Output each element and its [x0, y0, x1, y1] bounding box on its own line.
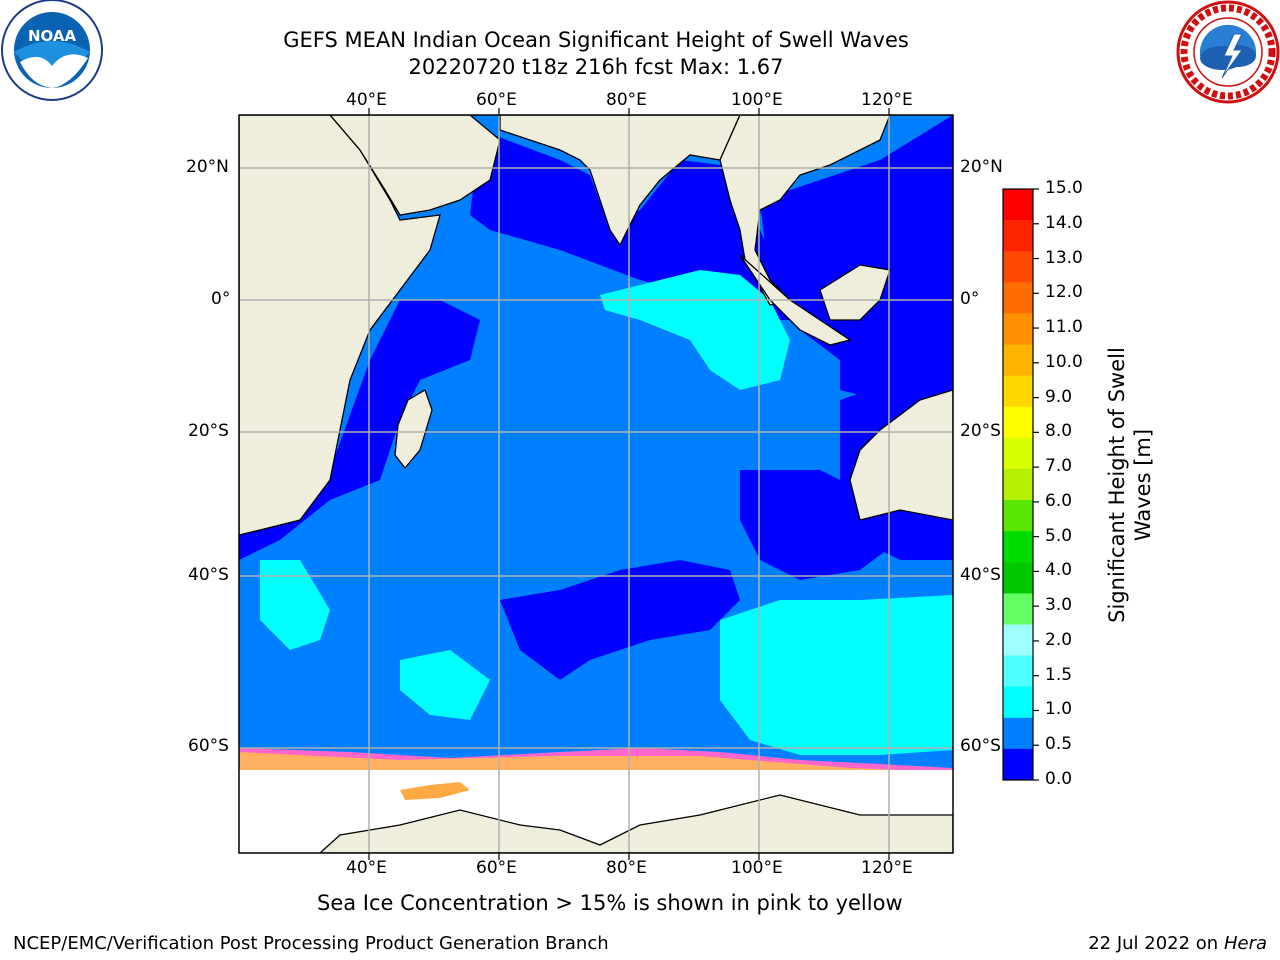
lon-label-bottom-60e: 60°E — [476, 858, 517, 878]
lat-label-right-0: 0° — [960, 289, 980, 309]
colorbar-swatch — [1003, 562, 1033, 594]
lon-label-bottom-80e: 80°E — [606, 858, 647, 878]
lat-label-left-40s: 40°S — [188, 565, 229, 585]
lon-label-bottom-100e: 100°E — [731, 858, 783, 878]
colorbar-swatch — [1003, 593, 1033, 625]
colorbar-swatch — [1003, 717, 1033, 750]
australia-land — [849, 389, 953, 521]
colorbar-swatch — [1003, 531, 1033, 563]
lon-label-bottom-120e: 120°E — [861, 858, 913, 878]
arabia-land — [329, 115, 501, 216]
sea-ice-patch — [400, 782, 470, 800]
lat-label-left-20s: 20°S — [188, 421, 229, 441]
colorbar-swatch — [1003, 655, 1033, 688]
colorbar-tick-label: 13.0 — [1045, 247, 1083, 268]
footer-branch: NCEP/EMC/Verification Post Processing Pr… — [13, 933, 609, 954]
lat-label-left-20n: 20°N — [186, 157, 229, 177]
colorbar-swatch — [1003, 189, 1033, 221]
colorbar-tick-label: 5.0 — [1045, 525, 1073, 546]
chart-title-line1: GEFS MEAN Indian Ocean Significant Heigh… — [283, 28, 909, 52]
southeast-swell-patch — [720, 595, 953, 755]
south-swell-patch — [400, 650, 490, 720]
noaa-wordmark: NOAA — [28, 27, 77, 45]
colorbar-tick-label: 6.0 — [1045, 490, 1073, 511]
southern-central-low-swell — [500, 560, 740, 680]
colorbar-tick-label: 9.0 — [1045, 386, 1073, 407]
map-gridlines — [239, 115, 953, 853]
colorbar-tick-label: 12.0 — [1045, 282, 1083, 303]
lon-label-top-80e: 80°E — [606, 90, 647, 110]
india-land — [499, 115, 741, 247]
colorbar-swatch — [1003, 437, 1033, 470]
madagascar-land — [394, 389, 433, 470]
colorbar-swatch — [1003, 406, 1033, 439]
colorbar-swatch — [1003, 468, 1033, 501]
colorbar-tick-label: 8.0 — [1045, 421, 1073, 442]
colorbar — [1002, 188, 1039, 781]
footer-date-text: 22 Jul 2022 on — [1088, 933, 1224, 954]
lon-label-bottom-40e: 40°E — [346, 858, 387, 878]
colorbar-tick-label: 11.0 — [1045, 317, 1083, 338]
lat-label-left-0: 0° — [211, 289, 231, 309]
chart-title-line2: 20220720 t18z 216h fcst Max: 1.67 — [408, 55, 784, 79]
colorbar-tick-label: 0.0 — [1045, 769, 1073, 789]
colorbar-swatch — [1003, 686, 1033, 719]
colorbar-tick-label: 0.5 — [1045, 734, 1073, 755]
antarctica-land — [319, 794, 953, 853]
colorbar-tick-label: 15.0 — [1045, 178, 1083, 198]
colorbar-swatch — [1003, 624, 1033, 657]
colorbar-swatch — [1003, 748, 1033, 781]
lat-label-right-20n: 20°N — [960, 157, 1003, 177]
lat-label-left-60s: 60°S — [188, 736, 229, 756]
footer-host: Hera — [1223, 933, 1267, 954]
colorbar-tick-label: 10.0 — [1045, 351, 1083, 372]
colorbar-swatch — [1003, 282, 1033, 314]
colorbar-tick-label: 7.0 — [1045, 456, 1073, 477]
colorbar-tick-label: 4.0 — [1045, 560, 1073, 581]
southwest-swell-patch — [260, 560, 330, 650]
colorbar-swatch — [1003, 344, 1033, 377]
colorbar-swatch — [1003, 500, 1033, 532]
noaa-logo: NOAA — [1, 0, 103, 101]
colorbar-tick-label: 1.5 — [1045, 664, 1073, 685]
lon-label-top-100e: 100°E — [731, 90, 783, 110]
colorbar-tick-label: 1.0 — [1045, 699, 1073, 720]
nws-logo — [1176, 0, 1280, 104]
lon-label-top-60e: 60°E — [476, 90, 517, 110]
colorbar-tick-label: 14.0 — [1045, 212, 1083, 233]
lat-label-right-40s: 40°S — [960, 565, 1001, 585]
colorbar-swatch — [1003, 220, 1033, 252]
colorbar-tick-label: 3.0 — [1045, 595, 1073, 616]
sea-ice-note: Sea Ice Concentration > 15% is shown in … — [317, 891, 903, 915]
colorbar-tick-label: 2.0 — [1045, 629, 1073, 650]
lon-label-top-40e: 40°E — [346, 90, 387, 110]
colorbar-swatch — [1003, 251, 1033, 283]
lat-label-right-60s: 60°S — [960, 736, 1001, 756]
colorbar-swatch — [1003, 313, 1033, 346]
footer-date: 22 Jul 2022 on Hera — [1088, 933, 1267, 954]
lon-label-top-120e: 120°E — [861, 90, 913, 110]
colorbar-swatch — [1003, 375, 1033, 408]
lat-label-right-20s: 20°S — [960, 421, 1001, 441]
map-frame — [238, 114, 954, 854]
southeast-asia-land — [719, 115, 891, 306]
